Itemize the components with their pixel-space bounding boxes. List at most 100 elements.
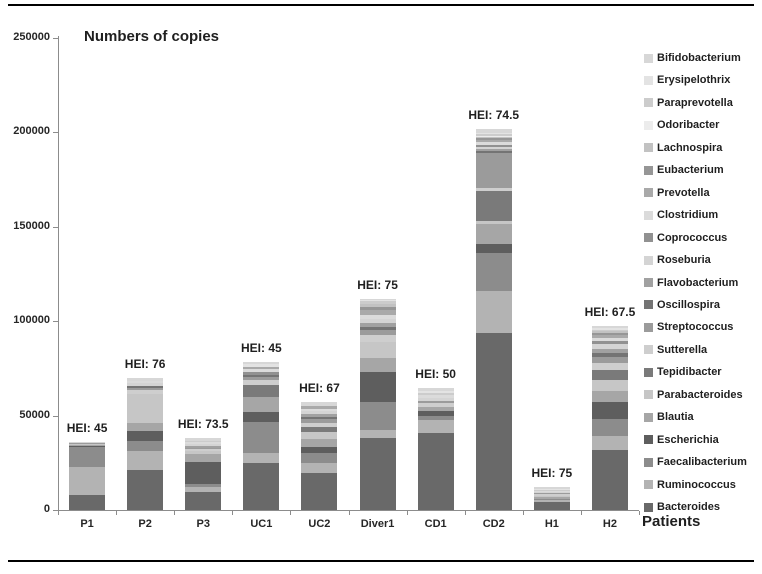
bar-segment-streptococcus <box>591 356 628 363</box>
bar-segment-bacteroides <box>69 494 106 510</box>
bar-segment-escherichia <box>359 371 396 403</box>
bar-segment-lachnospira <box>475 136 512 139</box>
bar-segment-bifidobacterium <box>533 487 570 489</box>
bar-segment-flavobacterium <box>185 446 222 448</box>
x-tick-mark <box>290 511 292 515</box>
bar-segment-odoribacter <box>475 135 512 137</box>
legend-item-lachnospira: Lachnospira <box>644 137 762 159</box>
bar-segment-ruminococcus <box>591 436 628 450</box>
bar-hei-label: HEI: 75 <box>531 466 573 481</box>
y-tick-mark <box>53 132 58 134</box>
bar-hei-label: HEI: 67.5 <box>584 305 636 320</box>
y-tick-mark <box>53 38 58 39</box>
legend-item-roseburia: Roseburia <box>644 249 762 271</box>
bar-segment-bifidobacterium <box>475 128 512 134</box>
bar-segment-bacteroides <box>185 492 222 510</box>
legend-swatch <box>644 233 653 243</box>
bar-segment-paraprevotella <box>475 134 512 136</box>
bar-segment-erysipelothrix <box>591 328 628 330</box>
bar-segment-flavobacterium <box>359 323 396 328</box>
y-axis-line <box>58 36 59 511</box>
bar-segment-paraprevotella <box>359 301 396 305</box>
bar-segment-blautia <box>591 391 628 403</box>
bar-segment-sutterella <box>359 335 396 342</box>
bar-segment-erysipelothrix <box>417 390 454 393</box>
y-tick-label: 200000 <box>13 125 50 138</box>
y-tick-label: 150000 <box>13 219 50 232</box>
legend-item-escherichia: Escherichia <box>644 429 762 451</box>
bar-segment-roseburia <box>359 318 396 324</box>
bar-segment-coprococcus <box>475 144 512 147</box>
y-tick-mark <box>53 321 58 323</box>
legend-item-flavobacterium: Flavobacterium <box>644 272 762 294</box>
bar-segment-escherichia <box>127 430 164 441</box>
bar-segment-faecalibacterium <box>591 419 628 437</box>
legend-item-blautia: Blautia <box>644 406 762 428</box>
bar-segment-roseburia <box>475 146 512 150</box>
legend-item-sutterella: Sutterella <box>644 339 762 361</box>
bar-segment-ruminococcus <box>127 450 164 471</box>
x-category-label: H1 <box>544 518 559 530</box>
legend-label: Roseburia <box>657 254 711 267</box>
x-category-label: UC1 <box>250 518 273 530</box>
chart-title: Numbers of copies <box>84 28 220 45</box>
y-tick-label: 50000 <box>19 408 50 421</box>
bar-hei-label: HEI: 45 <box>66 421 108 436</box>
bar-segment-flavobacterium <box>301 414 338 417</box>
bar-segment-ruminococcus <box>533 500 570 503</box>
bar-segment-tepidibacter <box>475 190 512 222</box>
bar-hei-label: HEI: 67 <box>299 381 340 396</box>
bar-segment-eubacterium <box>475 138 512 140</box>
legend-swatch <box>644 120 653 130</box>
bar-segment-prevotella <box>591 334 628 338</box>
x-tick-mark <box>58 511 59 515</box>
bar-segment-faecalibacterium <box>69 446 106 467</box>
x-tick-mark <box>116 511 118 515</box>
bar-segment-bifidobacterium <box>359 298 396 300</box>
bar-segment-ruminococcus <box>359 430 396 439</box>
legend-swatch <box>644 412 653 422</box>
bar-segment-faecalibacterium <box>417 416 454 420</box>
legend-label: Prevotella <box>657 186 710 199</box>
bar-segment-paraprevotella <box>591 329 628 332</box>
bar-segment-paraprevotella <box>533 489 570 491</box>
legend-label: Bifidobacterium <box>657 52 741 64</box>
bar-segment-roseburia <box>301 411 338 415</box>
legend-swatch <box>644 300 653 310</box>
bar-segment-bacteroides <box>127 470 164 510</box>
bar-segment-parabacteroides <box>533 495 570 498</box>
x-category-label: P3 <box>196 518 210 530</box>
legend-swatch <box>644 502 653 512</box>
bar-segment-erysipelothrix <box>475 133 512 135</box>
legend-label: Parabacteroides <box>657 388 743 401</box>
bar-segment-roseburia <box>533 491 570 494</box>
bar-segment-parabacteroides <box>127 393 164 423</box>
bar-segment-oscillospira <box>301 416 338 420</box>
bar-segment-streptococcus <box>127 387 164 390</box>
legend-swatch <box>644 255 653 265</box>
legend-label: Clostridium <box>657 209 719 222</box>
legend-item-bacteroides: Bacteroides <box>644 496 762 518</box>
bar-segment-escherichia <box>243 411 280 422</box>
bar-segment-clostridium <box>127 380 164 383</box>
bar-segment-blautia <box>243 396 280 412</box>
bar-segment-streptococcus <box>359 330 396 335</box>
x-category-label: Diver1 <box>360 518 395 530</box>
bar-segment-escherichia <box>417 411 454 417</box>
bar-segment-bacteroides <box>359 438 396 510</box>
legend-swatch <box>644 75 653 85</box>
bar-segment-oscillospira <box>591 352 628 357</box>
legend-swatch <box>644 345 653 355</box>
legend-item-eubacterium: Eubacterium <box>644 159 762 181</box>
bar-segment-parabacteroides <box>301 432 338 440</box>
bar-segment-bifidobacterium <box>301 402 338 407</box>
legend-item-tepidibacter: Tepidibacter <box>644 361 762 383</box>
bar-segment-prevotella <box>475 139 512 142</box>
x-tick-mark <box>174 511 176 515</box>
bar-segment-prevotella <box>359 309 396 315</box>
y-tick-mark <box>53 510 58 511</box>
bar-segment-escherichia <box>69 445 106 447</box>
legend-label: Ruminococcus <box>657 478 736 491</box>
bar-segment-blautia <box>69 444 106 446</box>
